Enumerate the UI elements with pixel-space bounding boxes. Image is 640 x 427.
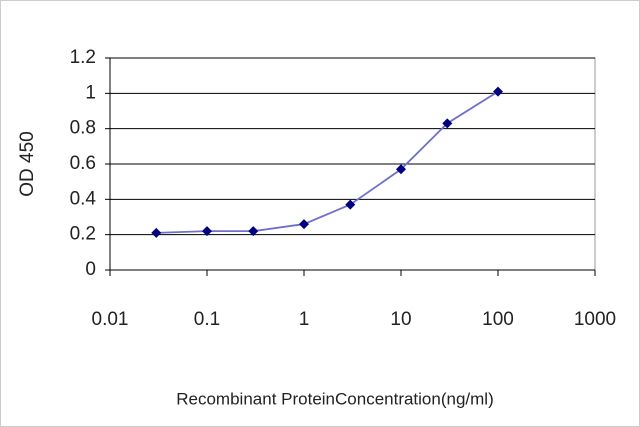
x-tick-label: 0.01 [92, 309, 129, 330]
y-tick-label: 0 [85, 259, 96, 280]
data-point [493, 86, 503, 97]
y-tick-label: 1 [85, 82, 96, 103]
y-tick-label: 0.2 [70, 224, 96, 245]
x-tick-label: 1 [299, 309, 310, 330]
y-tick-label: 0.6 [70, 153, 96, 174]
y-tick-label: 0.4 [70, 188, 97, 209]
y-axis-label: OD 450 [17, 131, 38, 196]
y-tick-label: 1.2 [70, 47, 96, 68]
data-point [442, 118, 453, 129]
x-tick-label: 10 [390, 309, 411, 330]
x-tick-label: 100 [482, 309, 514, 330]
x-tick-label: 1000 [574, 309, 616, 330]
y-tick-label: 0.8 [70, 118, 96, 139]
x-tick-label: 0.1 [194, 309, 220, 330]
data-line [156, 90, 499, 234]
data-point [202, 226, 212, 237]
x-axis-label: Recombinant ProteinConcentration(ng/ml) [176, 389, 494, 408]
data-point [396, 164, 406, 175]
data-point [299, 219, 309, 230]
data-point [345, 199, 356, 210]
data-point [151, 227, 162, 238]
data-point [248, 226, 259, 237]
